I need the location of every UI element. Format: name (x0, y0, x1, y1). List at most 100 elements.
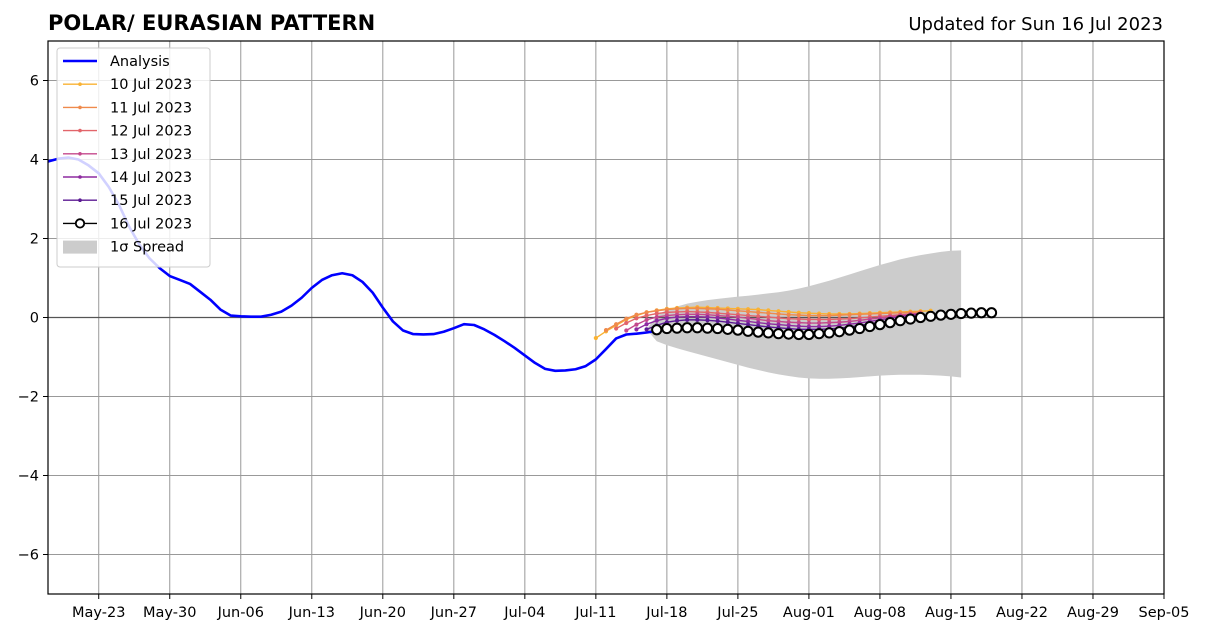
forecast-point (766, 315, 771, 320)
x-tick-label: Jul-11 (574, 605, 616, 621)
forecast-point (725, 307, 730, 313)
forecast-point (614, 322, 619, 327)
forecast-point (827, 313, 832, 318)
legend-entry-label: 14 Jul 2023 (110, 170, 192, 186)
x-tick-label: Jun-27 (430, 605, 477, 621)
forecast-point (695, 306, 700, 311)
forecast-point (705, 318, 710, 323)
x-tick-label: Jul-18 (645, 605, 687, 621)
forecast-point (644, 313, 649, 318)
forecast-point (654, 318, 659, 323)
forecast-point (975, 307, 987, 319)
spread-band (646, 250, 962, 379)
forecast-point (796, 316, 801, 322)
forecast-point (644, 322, 649, 327)
forecast-point (712, 322, 724, 335)
legend-swatch-marker (78, 152, 82, 156)
forecast-point (914, 311, 927, 324)
forecast-point (816, 313, 822, 318)
x-tick-label: Jun-06 (217, 605, 264, 621)
forecast-point (634, 322, 639, 327)
forecast-point (722, 323, 734, 335)
legend-swatch-marker (78, 198, 82, 202)
y-tick-label: 6 (30, 74, 39, 90)
forecast-point (935, 309, 947, 321)
forecast-point (644, 317, 649, 322)
legend-entry-label: 1σ Spread (110, 240, 184, 256)
forecast-point (614, 326, 619, 331)
y-tick-label: 4 (30, 153, 39, 169)
forecast-point (766, 311, 771, 316)
forecast-point (695, 317, 700, 322)
forecast-point (681, 322, 693, 334)
y-tick-label: −6 (18, 548, 39, 564)
forecast-point (745, 309, 751, 314)
forecast-point (985, 307, 998, 319)
legend-swatch-marker (74, 218, 86, 229)
forecast-point (634, 327, 639, 332)
forecast-point (894, 315, 906, 327)
legend: Analysis 10 Jul 2023 11 Jul 2023 12 Jul 202… (56, 47, 211, 268)
forecast-point (756, 310, 761, 315)
forecast-point (854, 322, 866, 335)
x-tick-label: Aug-08 (854, 605, 906, 621)
chart-subtitle: Updated for Sun 16 Jul 2023 (908, 14, 1163, 35)
forecast-point (742, 325, 754, 337)
legend-entry-label: Analysis (110, 54, 170, 70)
forecast-point (827, 320, 832, 325)
y-tick-label: 2 (30, 232, 39, 248)
forecast-point (806, 320, 812, 326)
forecast-point (786, 316, 791, 321)
plot-area: −6 −4 −2 0 2 4 6 May-23 May-30 Jun-06 Jun-13 Jun-20… (18, 40, 1190, 621)
forecast-point (603, 328, 609, 333)
forecast-point (776, 311, 781, 317)
x-tick-label: Jun-20 (359, 605, 406, 621)
forecast-point (955, 307, 967, 320)
forecast-point (634, 312, 639, 317)
forecast-point (701, 322, 714, 334)
legend-entry-label: 11 Jul 2023 (110, 100, 192, 116)
forecast-point (965, 307, 977, 319)
legend-swatch-marker (78, 175, 82, 179)
forecast-point (772, 328, 785, 340)
forecast-point (654, 315, 659, 320)
forecast-point (796, 313, 801, 318)
legend-entry-label: 10 Jul 2023 (110, 77, 192, 93)
forecast-point (945, 308, 957, 320)
legend-entry-label: 15 Jul 2023 (110, 193, 192, 209)
forecast-point (864, 320, 876, 333)
forecast-point (857, 312, 862, 317)
chart-title: POLAR/ EURASIAN PATTERN (48, 11, 375, 35)
x-tick-label: May-30 (143, 605, 196, 621)
legend-entry-label: 13 Jul 2023 (110, 147, 192, 163)
forecast-point (847, 312, 852, 317)
series-group (48, 156, 1164, 379)
x-tick-label: May-23 (72, 605, 125, 621)
forecast-point (793, 328, 805, 341)
forecast-point (685, 317, 690, 322)
forecast-point (884, 317, 896, 329)
x-tick-label: Jul-25 (716, 605, 758, 621)
legend-swatch-spread (63, 240, 97, 254)
forecast-point (732, 324, 744, 336)
forecast-point (725, 320, 730, 325)
forecast-point (776, 315, 781, 320)
forecast-point (904, 313, 916, 325)
forecast-point (803, 328, 815, 341)
forecast-point (715, 318, 720, 324)
forecast-point (661, 322, 673, 335)
forecast-point (833, 326, 845, 338)
forecast-point (806, 313, 812, 318)
forecast-point (786, 312, 791, 317)
x-tick-label: Sep-05 (1138, 605, 1189, 621)
forecast-point (664, 316, 669, 321)
forecast-point (816, 317, 822, 322)
forecast-point (762, 327, 774, 339)
x-tick-label: Aug-22 (996, 605, 1048, 621)
forecast-point (752, 326, 764, 338)
y-tick-label: −4 (18, 469, 39, 485)
forecast-point (735, 308, 740, 313)
forecast-point (624, 328, 629, 333)
legend-swatch-marker (78, 105, 82, 110)
